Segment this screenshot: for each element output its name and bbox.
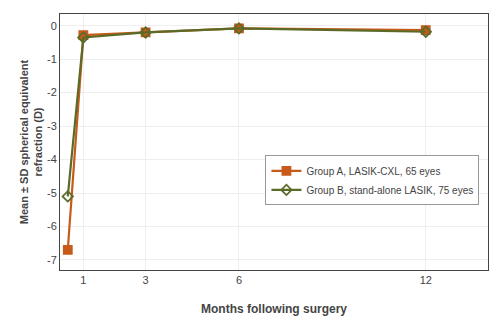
svg-text:Months following surgery: Months following surgery	[201, 302, 347, 316]
svg-text:Group A, LASIK-CXL, 65 eyes: Group A, LASIK-CXL, 65 eyes	[306, 166, 440, 177]
svg-text:Mean ± SD spherical equivalent: Mean ± SD spherical equivalentrefraction…	[18, 59, 44, 224]
svg-text:0: 0	[51, 20, 57, 32]
svg-text:3: 3	[143, 274, 149, 286]
svg-text:6: 6	[236, 274, 242, 286]
svg-text:-1: -1	[47, 53, 57, 65]
svg-text:-4: -4	[47, 153, 57, 165]
svg-text:12: 12	[420, 274, 432, 286]
svg-text:Group B, stand-alone LASIK, 75: Group B, stand-alone LASIK, 75 eyes	[306, 185, 473, 196]
svg-text:-7: -7	[47, 254, 57, 266]
svg-text:-3: -3	[47, 120, 57, 132]
svg-text:-6: -6	[47, 220, 57, 232]
svg-text:-5: -5	[47, 187, 57, 199]
svg-text:-2: -2	[47, 86, 57, 98]
svg-text:1: 1	[80, 274, 86, 286]
